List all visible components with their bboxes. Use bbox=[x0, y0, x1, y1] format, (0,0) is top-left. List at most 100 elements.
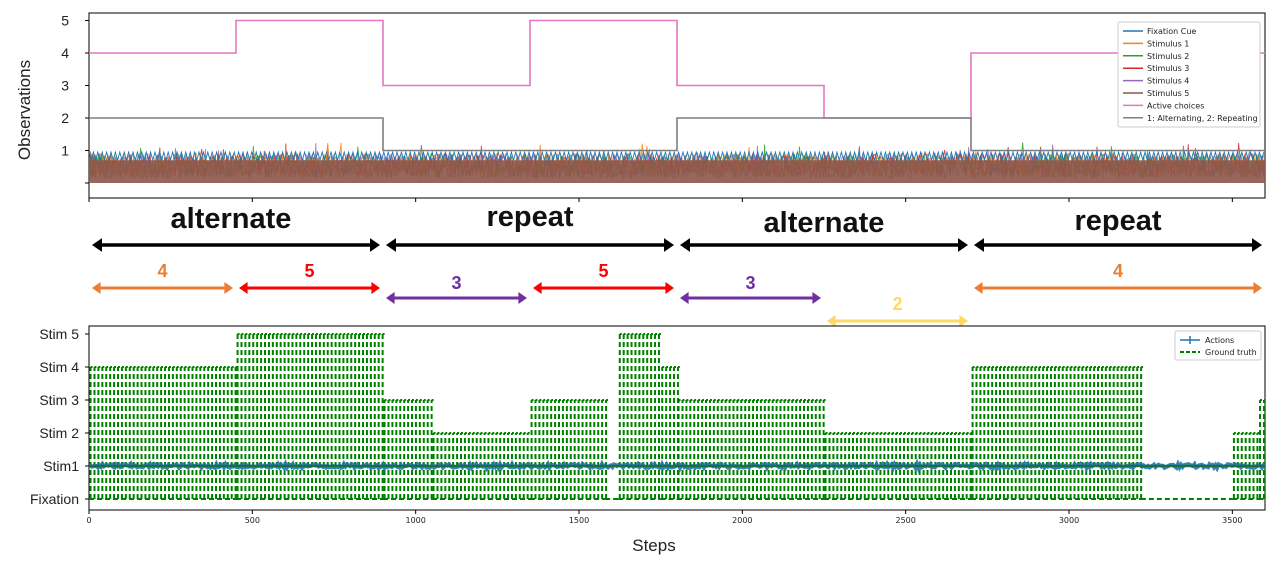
x-tick-label: 3000 bbox=[1059, 516, 1079, 525]
observations-noise-traces bbox=[89, 142, 1265, 183]
actions-panel: Fixation Stim1 Stim 2 Stim 3 Stim 4 Stim 5 0 5… bbox=[30, 325, 1266, 555]
legend-label: Stimulus 1 bbox=[1147, 39, 1189, 48]
block-arrow bbox=[386, 292, 527, 304]
phase-arrow-head-right bbox=[1251, 238, 1262, 252]
block-arrow-head-left bbox=[827, 315, 836, 327]
block-label: 2 bbox=[892, 294, 902, 314]
phase-annotations: alternate repeat alternate repeat 4 5 3 5 3 2 4 bbox=[92, 201, 1262, 327]
actions-legend: Actions Ground truth bbox=[1174, 330, 1262, 361]
x-tick-label: 2500 bbox=[895, 516, 915, 525]
legend-box bbox=[1174, 330, 1262, 361]
block-arrow-head-right bbox=[812, 292, 821, 304]
y-tick-label: Stim 5 bbox=[39, 326, 79, 342]
block-label: 3 bbox=[745, 273, 755, 293]
observations-y-axis-label: Observations bbox=[15, 60, 34, 160]
block-arrow-head-right bbox=[518, 292, 527, 304]
block-label: 4 bbox=[1113, 261, 1123, 281]
block-label: 4 bbox=[157, 261, 167, 281]
y-tick-label: 5 bbox=[61, 13, 69, 29]
ground-truth-segment bbox=[1258, 399, 1265, 500]
block-arrow bbox=[533, 282, 674, 294]
block-label: 5 bbox=[304, 261, 314, 281]
legend-label: Active choices bbox=[1147, 101, 1204, 110]
ground-truth-segment bbox=[530, 399, 609, 500]
y-tick-label: 3 bbox=[61, 78, 69, 94]
x-tick-label: 2000 bbox=[732, 516, 752, 525]
observations-step-lines bbox=[89, 19, 1265, 152]
series-mode bbox=[89, 117, 1265, 152]
block-arrow bbox=[974, 282, 1262, 294]
phase-label: repeat bbox=[486, 201, 573, 233]
block-arrow-head-left bbox=[680, 292, 689, 304]
legend-label: Actions bbox=[1205, 336, 1234, 345]
ground-truth-segment bbox=[383, 399, 434, 500]
phase-arrow bbox=[680, 238, 968, 252]
y-tick-label: 2 bbox=[61, 110, 69, 126]
block-arrow-head-left bbox=[386, 292, 395, 304]
phase-arrow-head-left bbox=[386, 238, 397, 252]
block-arrow-head-right bbox=[959, 315, 968, 327]
actions-series bbox=[89, 333, 1265, 500]
block-arrow-head-left bbox=[974, 282, 983, 294]
actions-plot-frame bbox=[88, 325, 1266, 511]
y-tick-label: Stim 2 bbox=[39, 425, 79, 441]
observations-plot-frame bbox=[88, 12, 1266, 199]
phase-label: repeat bbox=[1074, 205, 1161, 237]
y-tick-label: Stim 3 bbox=[39, 392, 79, 408]
block-arrow bbox=[680, 292, 821, 304]
phase-arrow-head-left bbox=[92, 238, 103, 252]
legend-label: Stimulus 2 bbox=[1147, 52, 1189, 61]
block-arrow-head-right bbox=[665, 282, 674, 294]
phase-arrow-head-right bbox=[957, 238, 968, 252]
block-label: 5 bbox=[598, 261, 608, 281]
block-arrow-head-left bbox=[92, 282, 101, 294]
block-arrow-head-left bbox=[533, 282, 542, 294]
legend-label: Stimulus 5 bbox=[1147, 89, 1189, 98]
block-arrow-head-left bbox=[239, 282, 248, 294]
block-arrow-head-right bbox=[371, 282, 380, 294]
block-arrow bbox=[239, 282, 380, 294]
phase-arrow-head-right bbox=[369, 238, 380, 252]
phase-arrow bbox=[974, 238, 1262, 252]
block-arrow-head-right bbox=[224, 282, 233, 294]
ground-truth-segment bbox=[677, 399, 826, 500]
phase-arrow-head-left bbox=[680, 238, 691, 252]
actions-y-ticks: Fixation Stim1 Stim 2 Stim 3 Stim 4 Stim 5 bbox=[30, 326, 89, 507]
y-tick-label: 1 bbox=[61, 143, 69, 159]
phase-arrow-head-left bbox=[974, 238, 985, 252]
x-tick-label: 0 bbox=[86, 516, 91, 525]
x-tick-label: 1000 bbox=[405, 516, 425, 525]
x-tick-label: 500 bbox=[245, 516, 260, 525]
block-arrow bbox=[92, 282, 233, 294]
ground-truth-segment bbox=[618, 333, 661, 500]
ground-truth-segment bbox=[89, 366, 238, 500]
block-arrow-head-right bbox=[1253, 282, 1262, 294]
phase-arrow-head-right bbox=[663, 238, 674, 252]
x-tick-label: 3500 bbox=[1222, 516, 1242, 525]
phase-label: alternate bbox=[764, 207, 885, 239]
legend-label: Stimulus 3 bbox=[1147, 64, 1189, 73]
block-label: 3 bbox=[451, 273, 461, 293]
observations-y-ticks: 1 2 3 4 5 bbox=[61, 13, 89, 184]
actions-x-ticks: 0 500 1000 1500 2000 2500 3000 3500 bbox=[86, 510, 1243, 525]
legend-label: Fixation Cue bbox=[1147, 27, 1196, 36]
observations-panel: 1 2 3 4 5 Observations Fixation Cue Stimulus … bbox=[15, 12, 1266, 202]
ground-truth-segment bbox=[236, 333, 385, 500]
observations-x-ticks bbox=[88, 198, 1233, 202]
y-tick-label: Fixation bbox=[30, 491, 79, 507]
trace-stimulus-band bbox=[89, 160, 1265, 183]
block-arrow bbox=[827, 315, 968, 327]
y-tick-label: Stim 4 bbox=[39, 359, 79, 375]
ground-truth-segment bbox=[971, 366, 1144, 500]
observations-legend: Fixation Cue Stimulus 1 Stimulus 2 Stimulus… bbox=[1117, 21, 1261, 128]
y-tick-label: Stim1 bbox=[43, 458, 79, 474]
series-active-choices bbox=[89, 19, 1265, 119]
phase-label: alternate bbox=[171, 203, 292, 235]
legend-label: 1: Alternating, 2: Repeating bbox=[1147, 114, 1258, 123]
x-tick-label: 1500 bbox=[569, 516, 589, 525]
actions-x-axis-label: Steps bbox=[632, 536, 675, 555]
y-tick-label: 4 bbox=[61, 45, 69, 61]
phase-arrow bbox=[386, 238, 674, 252]
phase-arrow bbox=[92, 238, 380, 252]
